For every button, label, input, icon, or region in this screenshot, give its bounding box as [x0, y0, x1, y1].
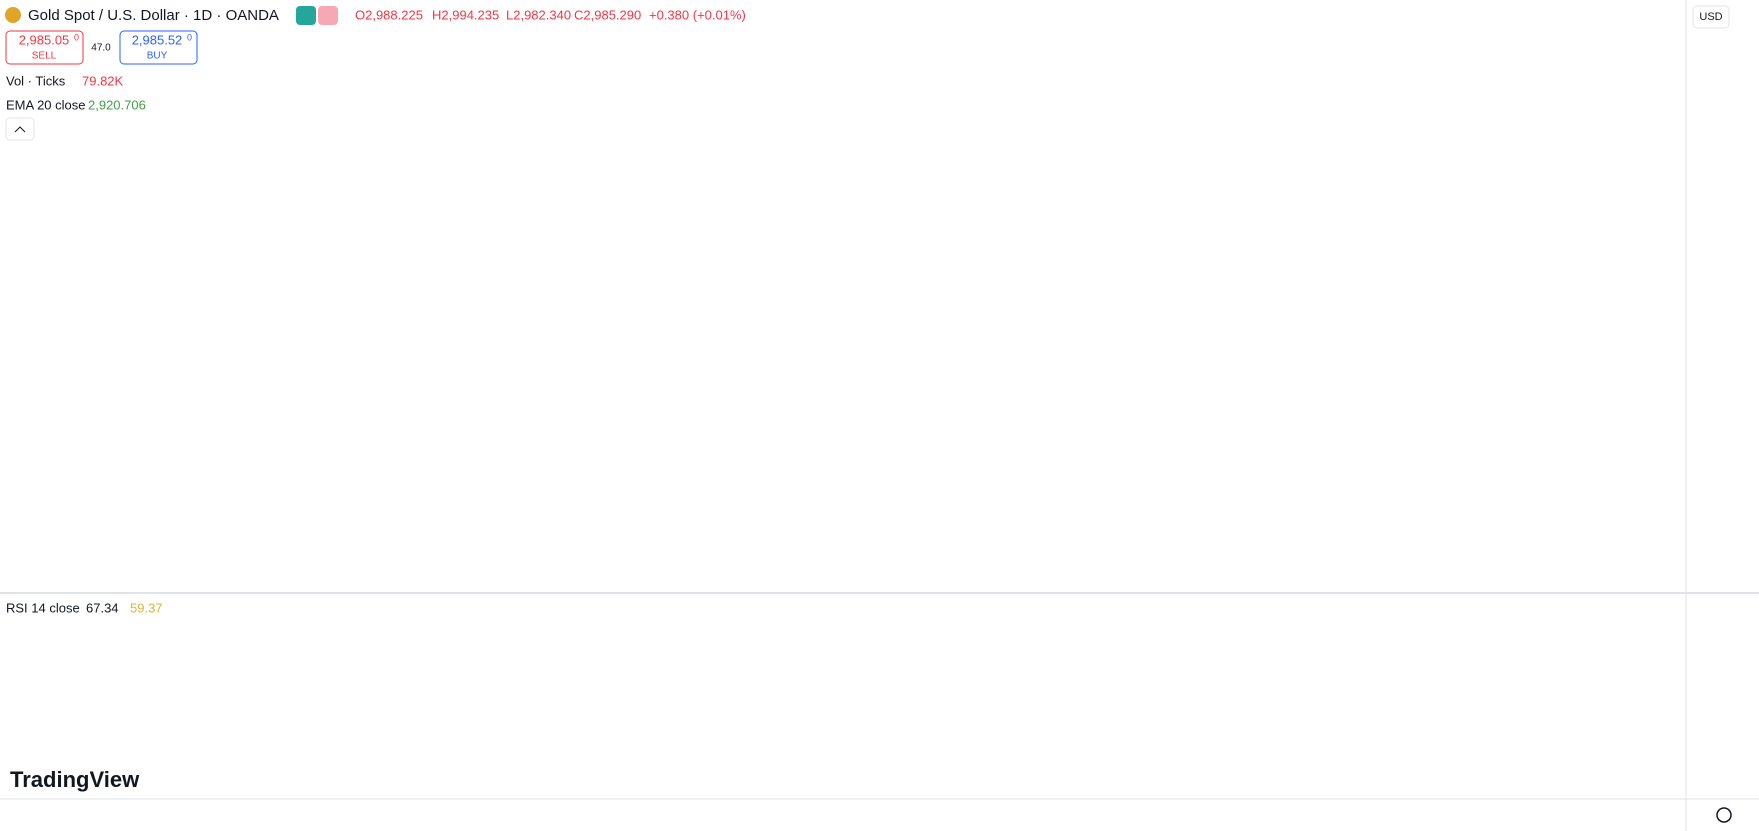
currency-button[interactable]: [1692, 5, 1730, 29]
ohlc-high: H2,994.235: [432, 7, 499, 22]
rsi-legend: RSI 14 close: [6, 600, 80, 615]
ema-legend: EMA 20 close: [6, 97, 86, 112]
spread: 47.0: [91, 43, 111, 54]
symbol-title: Gold Spot / U.S. Dollar · 1D · OANDA: [28, 7, 279, 24]
buy-button[interactable]: [119, 30, 198, 65]
ohlc-close: C2,985.290: [574, 7, 641, 22]
rsi-ma-value: 59.37: [130, 600, 163, 615]
market-open-badge: [296, 6, 316, 25]
currency: USD: [1699, 11, 1722, 23]
symbol-icon: [5, 7, 21, 23]
ohlc-open: O2,988.225: [355, 7, 423, 22]
buy-price: 2,985.52: [132, 32, 183, 47]
settings-button[interactable]: [1716, 807, 1732, 823]
collapse-icon: [14, 126, 26, 133]
ohlc-low: L2,982.340: [506, 7, 571, 22]
legend: Gold Spot / U.S. Dollar · 1D · OANDA O2,…: [5, 5, 1732, 823]
ema-value: 2,920.706: [88, 97, 146, 112]
flag-badge[interactable]: [318, 6, 338, 25]
sell-price: 2,985.05: [19, 32, 70, 47]
sell-price-sup: 0: [74, 32, 79, 42]
buy-label: BUY: [147, 51, 168, 62]
logo: TradingView: [10, 767, 140, 792]
rsi-value: 67.34: [86, 600, 119, 615]
ohlc-change: +0.380 (+0.01%): [649, 7, 746, 22]
collapse-button[interactable]: [5, 117, 35, 141]
sell-label: SELL: [32, 51, 57, 62]
volume-legend: Vol · Ticks: [6, 73, 66, 88]
volume-value: 79.82K: [82, 73, 124, 88]
sell-button[interactable]: [5, 30, 84, 65]
buy-price-sup: 0: [187, 32, 192, 42]
